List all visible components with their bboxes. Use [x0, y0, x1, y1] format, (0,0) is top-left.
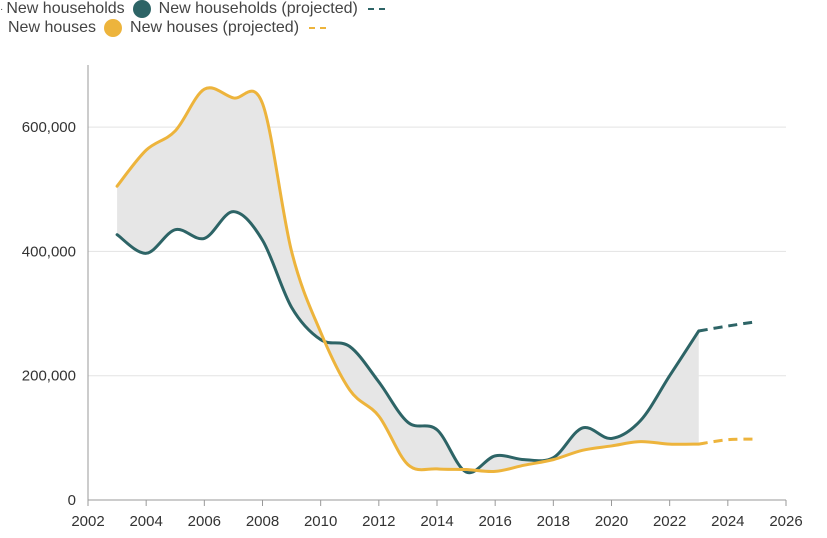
gap-area: [117, 87, 699, 473]
y-tick: 400,000: [22, 243, 76, 260]
x-tick-label: 2010: [304, 513, 337, 530]
y-tick-label: 400,000: [22, 243, 76, 260]
x-tick: 2012: [362, 513, 395, 530]
x-tick: 2010: [304, 513, 337, 530]
legend-label-households-projected: New households (projected): [158, 0, 358, 17]
legend-label-households: New households: [6, 0, 125, 17]
legend-swatch-houses-icon: [104, 19, 123, 37]
x-tick: 2014: [420, 513, 453, 530]
x-tick: 2018: [537, 513, 570, 530]
legend-row-households: · New households New households (project…: [0, 0, 390, 18]
legend-dash-households-icon: [367, 8, 390, 10]
series-lines: [115, 86, 758, 475]
legend-dash-houses-icon: [309, 27, 332, 29]
y-tick: 200,000: [22, 368, 76, 385]
x-tick-label: 2018: [537, 513, 570, 530]
axes: 0 200,000 400,000 600,000 2002 2004 2006 2008 20…: [22, 65, 803, 530]
chart-legend: · New households New households (project…: [0, 0, 827, 44]
y-tick-label: 0: [68, 492, 76, 509]
x-tick-label: 2016: [478, 513, 511, 530]
x-tick: 2008: [246, 513, 279, 530]
x-tick: 2004: [129, 513, 162, 530]
x-tick-label: 2020: [595, 513, 628, 530]
y-tick: 600,000: [22, 119, 76, 136]
x-tick: 2026: [769, 513, 802, 530]
x-tick-label: 2026: [769, 513, 802, 530]
x-tick: 2006: [188, 513, 221, 530]
series-line-new-houses: [115, 86, 701, 474]
x-tick: 2016: [478, 513, 511, 530]
legend-label-houses-projected: New houses (projected): [130, 19, 300, 36]
y-tick-label: 200,000: [22, 368, 76, 385]
x-tick-label: 2024: [711, 513, 744, 530]
x-tick: 2024: [711, 513, 744, 530]
x-tick: 2002: [71, 513, 104, 530]
series-line-new-households: [115, 210, 701, 475]
series-line-new-houses-projected: [698, 437, 757, 446]
x-tick-label: 2012: [362, 513, 395, 530]
x-tick: 2022: [653, 513, 686, 530]
x-tick-label: 2008: [246, 513, 279, 530]
x-tick-label: 2002: [71, 513, 104, 530]
y-tick-label: 600,000: [22, 119, 76, 136]
y-tick: 0: [68, 492, 76, 509]
legend-row-houses: New houses New houses (projected): [0, 19, 332, 37]
series-line-new-households-projected: [698, 320, 758, 333]
x-tick-label: 2004: [129, 513, 162, 530]
legend-swatch-households-icon: [132, 0, 151, 18]
legend-lead-mark: ·: [0, 3, 4, 15]
x-tick-label: 2022: [653, 513, 686, 530]
x-tick-label: 2006: [188, 513, 221, 530]
x-tick-label: 2014: [420, 513, 453, 530]
x-tick: 2020: [595, 513, 628, 530]
legend-label-houses: New houses: [8, 19, 97, 36]
gap-shading: [117, 87, 699, 473]
